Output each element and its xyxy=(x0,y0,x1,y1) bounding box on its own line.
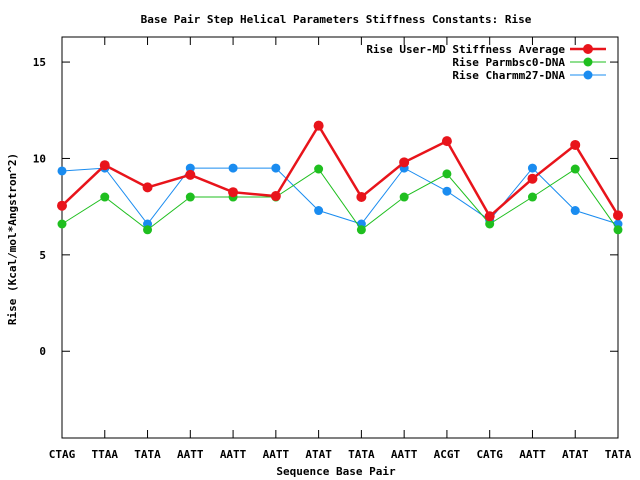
data-point xyxy=(570,164,580,174)
legend-marker xyxy=(583,70,593,80)
y-tick-label: 5 xyxy=(39,249,46,262)
data-point xyxy=(356,225,366,235)
legend-marker xyxy=(583,44,593,54)
data-point xyxy=(57,200,67,211)
x-axis-label: Sequence Base Pair xyxy=(276,465,396,478)
data-point xyxy=(313,120,324,131)
series-line xyxy=(61,168,619,231)
data-point xyxy=(142,182,153,193)
x-tick-label: ACGT xyxy=(434,448,461,461)
data-point xyxy=(613,210,623,221)
data-point xyxy=(228,187,239,198)
x-tick-label: TTAA xyxy=(92,448,119,461)
data-point xyxy=(527,163,537,173)
data-point xyxy=(100,192,110,202)
x-tick-label: AATT xyxy=(177,448,204,461)
data-point xyxy=(143,225,153,235)
data-point xyxy=(527,192,537,202)
legend-label: Rise User-MD Stiffness Average xyxy=(366,43,565,56)
data-point xyxy=(527,173,538,184)
x-axis: CTAG TTAA TATA AATT AATT AATT ATAT TATA AATT ACGT… xyxy=(49,37,632,461)
data-point xyxy=(613,225,623,235)
series-layer xyxy=(57,120,623,235)
y-axis-label: Rise (Kcal/mol*Angstron^2) xyxy=(6,153,19,325)
data-point xyxy=(185,192,195,202)
x-tick-label: AATT xyxy=(391,448,418,461)
plot-frame xyxy=(61,36,619,439)
data-point xyxy=(57,166,67,176)
data-point xyxy=(57,219,67,229)
data-point xyxy=(185,163,195,173)
data-point xyxy=(441,136,452,147)
x-tick-label: CATG xyxy=(476,448,503,461)
data-point xyxy=(228,163,238,173)
y-tick-label: 10 xyxy=(33,152,46,165)
x-tick-label: TATA xyxy=(134,448,161,461)
data-point xyxy=(270,191,281,202)
x-tick-label: AATT xyxy=(220,448,247,461)
chart-title: Base Pair Step Helical Parameters Stiffn… xyxy=(141,13,532,26)
y-tick-label: 15 xyxy=(33,56,46,69)
series-line xyxy=(61,167,619,225)
data-point xyxy=(185,169,196,180)
x-tick-label: ATAT xyxy=(562,448,589,461)
data-point xyxy=(356,192,367,203)
legend-label: Rise Charmm27-DNA xyxy=(452,69,565,82)
data-point xyxy=(99,160,110,171)
data-point xyxy=(314,164,324,174)
data-point xyxy=(570,206,580,216)
data-point xyxy=(399,192,409,202)
series-1 xyxy=(57,120,623,222)
x-tick-label: AATT xyxy=(263,448,290,461)
data-point xyxy=(442,186,452,196)
y-tick-label: 0 xyxy=(39,345,46,358)
data-point xyxy=(570,139,581,150)
series-line xyxy=(61,123,620,219)
data-point xyxy=(485,219,495,229)
x-tick-label: ATAT xyxy=(305,448,332,461)
legend-marker xyxy=(583,57,593,67)
y-axis: 15 10 5 0 xyxy=(33,56,618,358)
data-point xyxy=(484,211,495,222)
x-tick-label: TATA xyxy=(605,448,632,461)
data-point xyxy=(271,163,281,173)
x-tick-label: CTAG xyxy=(49,448,76,461)
x-tick-label: AATT xyxy=(519,448,546,461)
data-point xyxy=(399,157,410,168)
data-point xyxy=(314,206,324,216)
x-tick-label: TATA xyxy=(348,448,375,461)
data-point xyxy=(442,169,452,179)
legend-label: Rise Parmbsc0-DNA xyxy=(452,56,565,69)
